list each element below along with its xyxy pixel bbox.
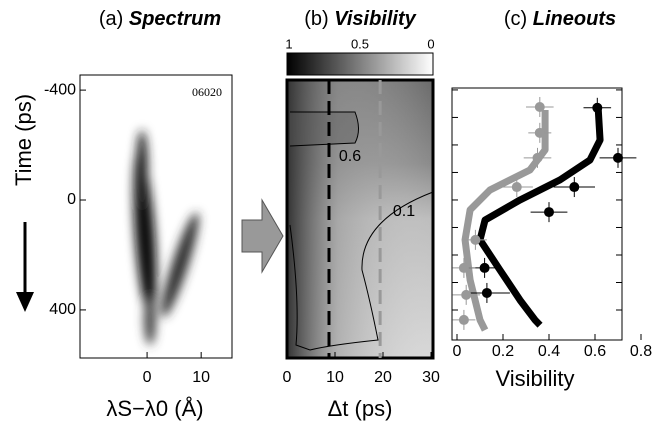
contour-label: 0.6 <box>339 148 361 165</box>
point <box>613 152 623 163</box>
arrow <box>241 198 284 274</box>
point <box>569 182 580 193</box>
heatmap-shade <box>287 80 433 358</box>
panel-title: (a) Spectrum <box>99 8 221 30</box>
panel-label: (a) <box>99 8 123 30</box>
plot-frame <box>285 78 435 360</box>
spectrum-image <box>133 130 199 345</box>
panel-label: (c) <box>504 8 527 30</box>
y-tick-label: -400 <box>44 81 76 98</box>
x-tick-label: 0.6 <box>584 343 606 360</box>
colorbar-tick-label: 1 <box>285 36 292 51</box>
panel-title: Lineouts <box>527 8 616 30</box>
contour <box>289 111 359 147</box>
point <box>534 127 545 138</box>
x-tick-label: 0.8 <box>630 343 652 360</box>
x-tick-label: 0 <box>283 369 292 386</box>
y-axis-label: Time (ps) <box>11 94 36 186</box>
point <box>511 182 522 193</box>
x-axis-label: λS−λ0 (Å) <box>106 396 203 421</box>
panel-label: (b) <box>304 8 328 30</box>
x-tick-label: 10 <box>326 369 344 386</box>
panel-title: Visibility <box>329 8 417 30</box>
x-tick-label: 0.4 <box>538 343 560 360</box>
panel-title: (c) Lineouts <box>504 8 616 30</box>
colorbar-tick-label: 0 <box>427 36 434 51</box>
x-tick-label: 0 <box>453 343 462 360</box>
x-axis-label: Visibility <box>495 366 574 391</box>
y-tick-label: 400 <box>49 301 76 318</box>
point <box>461 289 472 300</box>
panel-title: Spectrum <box>123 8 221 30</box>
annotation: 06020 <box>192 85 222 99</box>
x-tick-label: 0 <box>143 369 152 386</box>
x-tick-label: 30 <box>422 369 440 386</box>
contour <box>289 191 434 351</box>
colorbar <box>286 52 434 76</box>
x-tick-label: 10 <box>192 369 210 386</box>
point <box>544 207 554 218</box>
point <box>458 314 469 325</box>
time-arrow-head <box>16 292 34 312</box>
point <box>532 152 543 163</box>
point <box>479 262 490 273</box>
x-tick-label: 0.2 <box>492 343 514 360</box>
point <box>592 102 603 113</box>
x-axis-label: Δt (ps) <box>328 396 393 421</box>
point <box>470 234 481 245</box>
colorbar-tick-label: 0.5 <box>351 36 369 51</box>
contour-label: 0.1 <box>393 203 415 220</box>
point <box>481 287 492 298</box>
y-tick-label: 0 <box>67 191 76 208</box>
point <box>458 262 469 273</box>
plot-frame <box>79 74 233 359</box>
x-tick-label: 20 <box>374 369 392 386</box>
point <box>534 101 545 112</box>
panel-title: (b) Visibility <box>304 8 416 30</box>
fit-curve <box>476 104 604 328</box>
